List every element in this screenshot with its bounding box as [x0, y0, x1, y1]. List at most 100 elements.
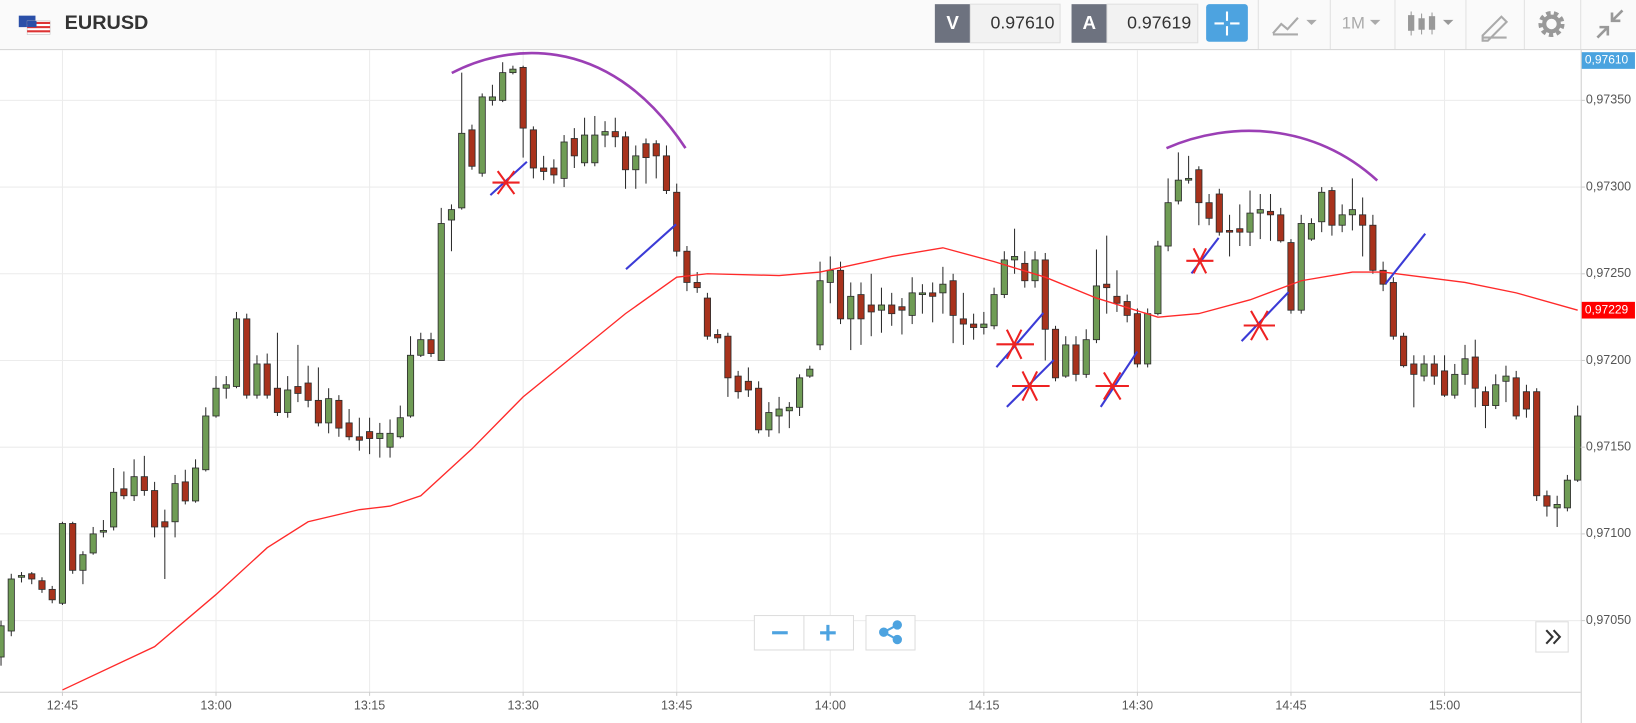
- symbol: EURUSD: [65, 12, 149, 34]
- candle-body: [857, 294, 865, 320]
- toolbar-separators: [1257, 0, 1582, 50]
- candle-body: [785, 406, 793, 412]
- candle-body: [335, 399, 343, 429]
- candle-body: [99, 530, 107, 533]
- candle-body: [1338, 214, 1346, 226]
- candle-body: [581, 134, 589, 164]
- candle-body: [949, 280, 957, 316]
- candle-body: [58, 523, 66, 604]
- x-tick-label: 13:00: [200, 699, 231, 713]
- flag-icon: [18, 15, 51, 35]
- candle-body: [1543, 495, 1551, 507]
- candle-body: [284, 389, 292, 413]
- arc-annotation: [451, 51, 687, 149]
- candle-body: [1328, 190, 1336, 226]
- trend-lines: [489, 160, 1427, 408]
- bid-label-box[interactable]: [934, 4, 971, 43]
- timeframe-button[interactable]: 1M: [1333, 4, 1391, 44]
- candle-body: [1461, 358, 1469, 375]
- candle-body: [744, 380, 752, 391]
- zoom-in-button[interactable]: [820, 624, 836, 641]
- candle-body: [1113, 295, 1121, 304]
- candle-body: [1226, 230, 1234, 233]
- settings-button[interactable]: [1538, 10, 1565, 38]
- candle-body: [1410, 363, 1418, 375]
- candle-body: [1563, 479, 1571, 509]
- draw-button[interactable]: [1481, 15, 1509, 42]
- candle-body: [232, 318, 241, 387]
- candle-body: [1553, 503, 1561, 509]
- candle-body: [396, 417, 404, 438]
- share-icon: [879, 620, 902, 645]
- bid-label: V: [946, 12, 959, 33]
- ask-label-box[interactable]: [1071, 4, 1108, 43]
- y-tick-label: 0,97050: [1586, 613, 1631, 627]
- candle-body: [1266, 210, 1275, 216]
- candle-body: [304, 382, 312, 401]
- candle-body: [386, 432, 394, 448]
- bid-price: 0.97610: [990, 13, 1054, 33]
- x-tick-label: 15:00: [1429, 699, 1460, 713]
- candle-body: [1092, 285, 1101, 341]
- candle-body: [703, 297, 711, 337]
- candle-body: [529, 129, 537, 169]
- candle-body: [458, 132, 466, 209]
- crosshair-button[interactable]: [1206, 4, 1248, 42]
- candle-body: [929, 292, 937, 297]
- zoom-controls: [753, 615, 1569, 653]
- plot-area: [0, 50, 1582, 692]
- candle-body: [775, 408, 783, 417]
- candle-body: [970, 323, 978, 328]
- candle-body: [110, 491, 118, 528]
- chart-type-button[interactable]: [1262, 4, 1325, 44]
- candle-body: [959, 318, 967, 325]
- candle-body: [1164, 202, 1172, 247]
- candle-body: [908, 292, 916, 316]
- candle-body: [1144, 313, 1152, 365]
- candle-body: [601, 131, 609, 136]
- candle-body: [273, 387, 281, 413]
- candle-body: [816, 280, 824, 346]
- candle-body: [1359, 214, 1367, 226]
- candle-style-button[interactable]: [1408, 11, 1454, 36]
- candle-body: [1154, 245, 1162, 315]
- candle-body: [1041, 259, 1049, 330]
- candle-body: [294, 386, 302, 394]
- candle-body: [918, 292, 926, 296]
- candle-body: [570, 138, 578, 157]
- y-tick-label: 0,97350: [1586, 93, 1631, 107]
- bid-box[interactable]: [969, 3, 1061, 44]
- candle-body: [1287, 242, 1295, 311]
- ask-box[interactable]: [1106, 3, 1199, 44]
- x-tick-label: 14:00: [815, 699, 846, 713]
- candle-body: [1502, 375, 1510, 382]
- candle-body: [0, 625, 5, 658]
- moving-average: [62, 247, 1578, 691]
- candle-body: [765, 412, 773, 431]
- candle-body: [1420, 363, 1428, 377]
- toolbar: EURUSD V 0.97610 A 0.97619 1M: [0, 0, 1636, 51]
- y-tick-label: 0,97200: [1586, 353, 1631, 367]
- candle-body: [1133, 313, 1141, 365]
- candle-body: [17, 575, 26, 578]
- candle-body: [366, 431, 374, 439]
- candle-body: [755, 387, 763, 431]
- collapse-button[interactable]: [1596, 9, 1624, 39]
- candle-body: [1195, 169, 1203, 204]
- toolbar-bg: [0, 0, 1636, 50]
- candle-body: [161, 521, 169, 528]
- candle-body: [437, 223, 445, 361]
- candle-body: [202, 415, 210, 471]
- ask-price: 0.97619: [1127, 13, 1191, 33]
- x-tick-label: 13:30: [508, 699, 539, 713]
- share-button[interactable]: [865, 615, 916, 651]
- candle-body: [427, 339, 435, 354]
- crosshair-icon: [1214, 11, 1240, 36]
- candle-body: [550, 167, 558, 176]
- candle-body: [243, 318, 251, 396]
- x-tick-label: 13:45: [661, 699, 692, 713]
- candle-body: [1369, 224, 1377, 271]
- candle-body: [181, 481, 189, 502]
- candle-body: [734, 375, 742, 393]
